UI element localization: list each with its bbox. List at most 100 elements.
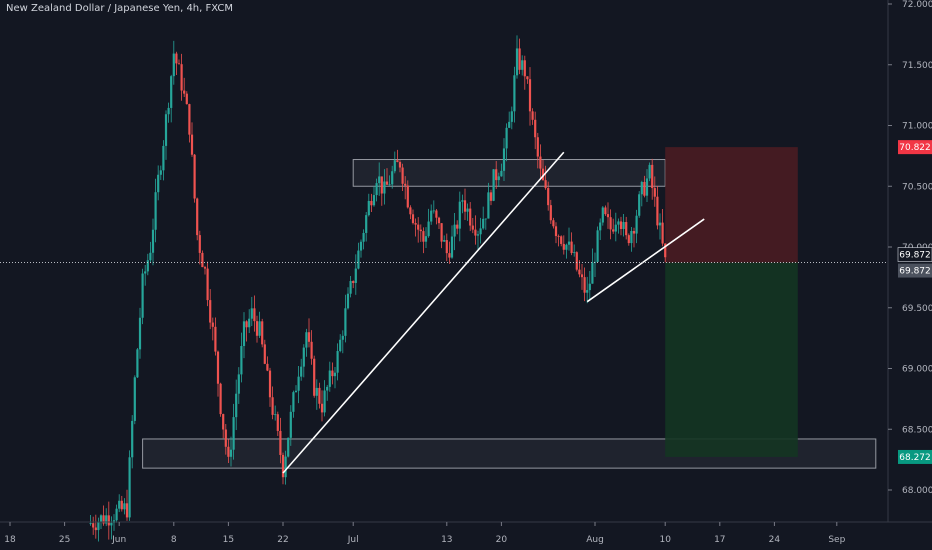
candle	[276, 411, 279, 436]
candle	[305, 328, 308, 357]
candle	[510, 106, 513, 130]
candle	[435, 208, 438, 225]
x-axis[interactable]: 18 25 Jun 8 15 22 Jul 13 20 Aug 10 17 24 Sep	[0, 521, 932, 545]
candle	[466, 203, 469, 221]
stop-loss-zone[interactable]	[665, 147, 798, 263]
candle	[242, 312, 246, 359]
candle	[492, 169, 495, 202]
candle	[476, 230, 480, 250]
candle	[619, 216, 623, 236]
candle	[177, 59, 181, 65]
candle	[661, 209, 664, 247]
candle	[596, 226, 599, 263]
x-tick-label: 10	[659, 535, 671, 545]
candle	[458, 191, 461, 242]
candle	[245, 320, 248, 342]
candle	[453, 213, 456, 251]
take-profit-zone[interactable]	[665, 262, 798, 457]
candle	[385, 168, 389, 185]
candle	[461, 194, 464, 214]
svg-text:69.872: 69.872	[899, 267, 931, 277]
candle	[294, 385, 298, 393]
candle	[370, 193, 373, 212]
candle	[443, 235, 446, 243]
candle	[349, 276, 352, 298]
candle	[484, 218, 487, 230]
candle	[625, 216, 628, 240]
candle	[326, 384, 329, 401]
candle	[136, 348, 139, 379]
candle	[409, 205, 412, 220]
candle	[170, 74, 173, 123]
candle	[144, 264, 147, 286]
candle	[437, 216, 441, 229]
candle	[110, 516, 113, 540]
svg-text:70.822: 70.822	[899, 143, 931, 153]
y-tick-label: 70.500	[902, 182, 932, 192]
candle	[183, 77, 186, 97]
candle	[521, 55, 524, 76]
candle	[229, 436, 233, 467]
candle	[554, 222, 558, 244]
candle	[391, 165, 394, 189]
candle	[253, 295, 256, 332]
candle	[656, 186, 659, 230]
candle	[505, 123, 508, 162]
candle	[352, 280, 355, 289]
candle	[216, 350, 220, 397]
candle	[539, 144, 542, 180]
candle	[185, 91, 188, 105]
candle	[445, 233, 448, 262]
trendlines-layer	[282, 151, 705, 474]
candle	[289, 405, 292, 446]
candle	[359, 239, 363, 258]
x-tick-label: 8	[171, 535, 177, 545]
y-tick-label: 68.500	[902, 425, 932, 435]
candle	[430, 204, 433, 225]
candle	[196, 197, 199, 241]
candle	[141, 268, 144, 325]
candle	[411, 209, 415, 225]
candle	[508, 111, 511, 129]
candles-layer	[89, 35, 667, 542]
candle	[547, 181, 550, 211]
candle	[175, 51, 178, 75]
candle	[323, 380, 326, 417]
candle	[149, 241, 152, 263]
candle	[281, 452, 285, 485]
candle	[107, 501, 110, 540]
candle	[601, 206, 604, 226]
candle	[89, 515, 92, 526]
candle	[92, 516, 95, 535]
candle	[651, 158, 654, 200]
candle	[432, 200, 435, 214]
trendline-1[interactable]	[282, 151, 565, 474]
candle	[128, 450, 131, 521]
candle	[365, 211, 368, 242]
candle	[292, 390, 295, 418]
candle	[201, 250, 204, 268]
candle	[406, 180, 409, 209]
candle	[518, 38, 521, 75]
x-tick-label: Sep	[828, 535, 845, 545]
x-tick-label: 13	[441, 535, 452, 545]
candle	[203, 265, 207, 275]
candle	[300, 358, 303, 381]
candle	[198, 230, 201, 265]
candle	[534, 111, 537, 150]
candle	[313, 355, 316, 398]
candle	[414, 218, 417, 237]
candle	[240, 332, 243, 383]
trendline-2[interactable]	[586, 218, 705, 303]
candle	[206, 261, 209, 307]
candle	[593, 252, 597, 277]
candle	[448, 241, 451, 264]
candle	[450, 225, 454, 259]
svg-text:68.272: 68.272	[899, 453, 931, 463]
candle	[263, 339, 266, 365]
svg-text:69.872: 69.872	[899, 251, 931, 261]
candle	[536, 132, 539, 169]
candle	[190, 122, 194, 157]
candle	[375, 178, 378, 202]
